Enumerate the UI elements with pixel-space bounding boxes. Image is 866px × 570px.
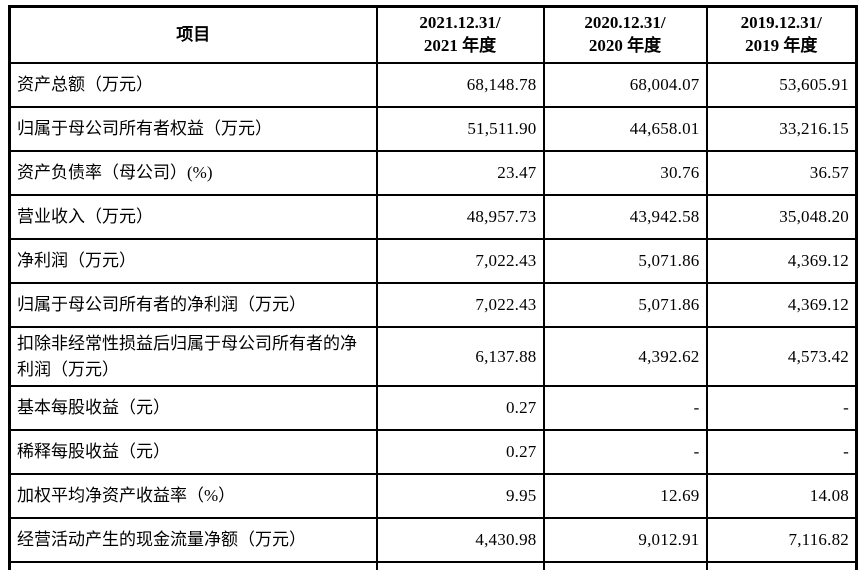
- cell-value-2019: -: [705, 561, 858, 570]
- table-row: 营业收入（万元） 48,957.73 43,942.58 35,048.20: [8, 194, 858, 240]
- cell-value-2020: 44,658.01: [542, 106, 708, 152]
- column-header-2021: 2021.12.31/ 2021 年度: [375, 5, 545, 64]
- cell-value-2019: 33,216.15: [705, 106, 858, 152]
- table-row: 资产负债率（母公司）(%) 23.47 30.76 36.57: [8, 150, 858, 196]
- cell-value-2019: 4,573.42: [705, 326, 858, 387]
- cell-value-2021: 0.27: [375, 429, 545, 475]
- header-row: 项目 2021.12.31/ 2021 年度 2020.12.31/ 2020 …: [8, 5, 858, 64]
- cell-value-2021: 51,511.90: [375, 106, 545, 152]
- column-header-2019: 2019.12.31/ 2019 年度: [705, 5, 858, 64]
- table-row: 加权平均净资产收益率（%） 9.95 12.69 14.08: [8, 473, 858, 519]
- row-label: 基本每股收益（元）: [8, 385, 378, 431]
- cell-value-2019: 4,369.12: [705, 282, 858, 328]
- cell-value-2021: 48,957.73: [375, 194, 545, 240]
- row-label: 资产总额（万元）: [8, 62, 378, 108]
- table-row: 归属于母公司所有者权益（万元） 51,511.90 44,658.01 33,216.…: [8, 106, 858, 152]
- cell-value-2021: 9.95: [375, 473, 545, 519]
- row-label: 归属于母公司所有者的净利润（万元）: [8, 282, 378, 328]
- cell-value-2020: 12.69: [542, 473, 708, 519]
- table-row: 经营活动产生的现金流量净额（万元） 4,430.98 9,012.91 7,116.8…: [8, 517, 858, 563]
- cell-value-2021: 0.27: [375, 385, 545, 431]
- cell-value-2019: 4,369.12: [705, 238, 858, 284]
- row-label: 稀释每股收益（元）: [8, 429, 378, 475]
- table-header: 项目 2021.12.31/ 2021 年度 2020.12.31/ 2020 …: [8, 5, 858, 64]
- table-row: 净利润（万元） 7,022.43 5,071.86 4,369.12: [8, 238, 858, 284]
- cell-value-2020: -: [542, 429, 708, 475]
- cell-value-2019: 14.08: [705, 473, 858, 519]
- cell-value-2021: 23.47: [375, 150, 545, 196]
- cell-value-2021: 15,000.00: [375, 561, 545, 570]
- cell-value-2020: 30.76: [542, 150, 708, 196]
- row-label: 经营活动产生的现金流量净额（万元）: [8, 517, 378, 563]
- cell-value-2020: 43,942.58: [542, 194, 708, 240]
- row-label: 净利润（万元）: [8, 238, 378, 284]
- cell-value-2020: 68,004.07: [542, 62, 708, 108]
- cell-value-2020: 5,071.86: [542, 238, 708, 284]
- cell-value-2019: 35,048.20: [705, 194, 858, 240]
- cell-value-2021: 6,137.88: [375, 326, 545, 387]
- table-row: 稀释每股收益（元） 0.27- -: [8, 429, 858, 475]
- table-row: 扣除非经常性损益后归属于母公司所有者的净利润（万元） 6,137.88 4,392.…: [8, 326, 858, 387]
- cell-value-2019: 53,605.91: [705, 62, 858, 108]
- cell-value-2020: -: [542, 385, 708, 431]
- cell-value-2021: 7,022.43: [375, 282, 545, 328]
- table-row: 基本每股收益（元） 0.27- -: [8, 385, 858, 431]
- row-label: 现金分红（万元）: [8, 561, 378, 570]
- cell-value-2019: -: [705, 385, 858, 431]
- column-header-item: 项目: [8, 5, 378, 64]
- cell-value-2020: 5,071.86: [542, 282, 708, 328]
- row-label: 归属于母公司所有者权益（万元）: [8, 106, 378, 152]
- table-body: 资产总额（万元） 68,148.78 68,004.07 53,605.91 归属于母公…: [8, 62, 858, 570]
- cell-value-2020: 9,012.91: [542, 517, 708, 563]
- cell-value-2019: 36.57: [705, 150, 858, 196]
- cell-value-2019: 7,116.82: [705, 517, 858, 563]
- column-header-2020: 2020.12.31/ 2020 年度: [542, 5, 708, 64]
- financial-summary-table: 项目 2021.12.31/ 2021 年度 2020.12.31/ 2020 …: [8, 5, 858, 570]
- cell-value-2021: 68,148.78: [375, 62, 545, 108]
- cell-value-2020: -: [542, 561, 708, 570]
- cell-value-2021: 7,022.43: [375, 238, 545, 284]
- row-label: 扣除非经常性损益后归属于母公司所有者的净利润（万元）: [8, 326, 378, 387]
- row-label: 加权平均净资产收益率（%）: [8, 473, 378, 519]
- cell-value-2021: 4,430.98: [375, 517, 545, 563]
- table-row: 现金分红（万元）15,000.00--: [8, 561, 858, 570]
- table-row: 资产总额（万元） 68,148.78 68,004.07 53,605.91: [8, 62, 858, 108]
- cell-value-2019: -: [705, 429, 858, 475]
- table-row: 归属于母公司所有者的净利润（万元） 7,022.43 5,071.86 4,369.1…: [8, 282, 858, 328]
- row-label: 营业收入（万元）: [8, 194, 378, 240]
- cell-value-2020: 4,392.62: [542, 326, 708, 387]
- row-label: 资产负债率（母公司）(%): [8, 150, 378, 196]
